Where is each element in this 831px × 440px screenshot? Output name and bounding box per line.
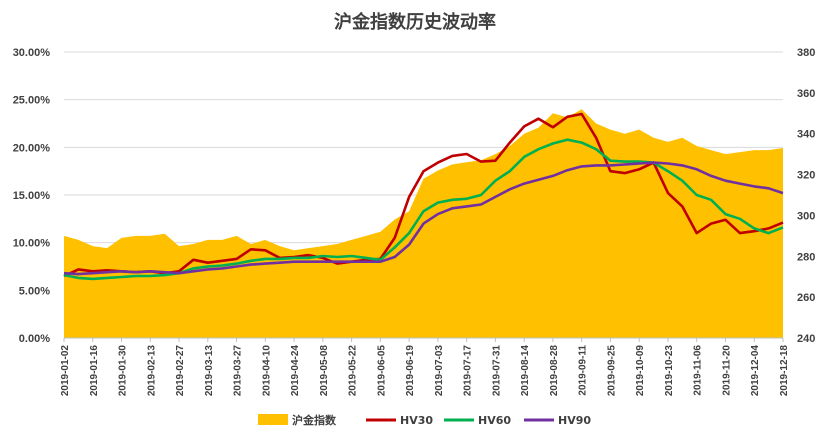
- x-tick-label: 2019-05-22: [348, 345, 359, 397]
- legend-label: 沪金指数: [292, 413, 337, 427]
- x-tick-label: 2019-07-03: [434, 345, 445, 397]
- chart-title: 沪金指数历史波动率: [334, 11, 496, 33]
- x-tick-label: 2019-03-13: [204, 345, 215, 397]
- x-tick-label: 2019-12-04: [750, 345, 761, 397]
- x-tick-label: 2019-01-30: [118, 345, 129, 397]
- right-y-tick-label: 360: [797, 88, 815, 100]
- x-tick-label: 2019-09-25: [606, 345, 617, 397]
- x-tick-label: 2019-04-24: [290, 345, 301, 397]
- left-y-tick-label: 15.00%: [13, 190, 51, 202]
- line-series-hv30: [63, 112, 784, 278]
- right-y-tick-label: 240: [797, 333, 815, 345]
- left-y-tick-label: 25.00%: [13, 95, 51, 107]
- legend: 沪金指数 HV30 HV60 HV90: [258, 413, 591, 427]
- x-tick-label: 2019-06-05: [376, 345, 387, 397]
- legend-label: HV60: [478, 414, 511, 427]
- left-y-tick-label: 30.00%: [13, 47, 51, 59]
- legend-swatch-gold-index: [258, 414, 288, 425]
- x-tick-label: 2019-11-06: [693, 345, 704, 396]
- x-tick-label: 2019-02-13: [146, 345, 157, 397]
- x-tick-label: 2019-07-17: [463, 345, 474, 397]
- right-y-tick-label: 300: [797, 210, 815, 222]
- x-tick-label: 2019-10-09: [635, 345, 646, 397]
- x-tick-label: 2019-05-08: [319, 345, 330, 397]
- right-y-tick-label: 380: [797, 47, 815, 59]
- left-y-axis: 0.00% 5.00% 10.00% 15.00% 20.00% 25.00% 30.00%: [13, 47, 51, 345]
- legend-label: HV30: [400, 414, 433, 427]
- legend-label: HV90: [558, 414, 591, 427]
- x-tick-label: 2019-11-20: [721, 345, 732, 396]
- left-y-tick-label: 0.00%: [19, 333, 50, 345]
- x-tick-label: 2019-08-14: [520, 345, 531, 397]
- x-tick-label: 2019-12-18: [779, 345, 790, 397]
- x-tick-label: 2019-10-23: [664, 345, 675, 397]
- right-y-tick-label: 340: [797, 129, 815, 141]
- x-tick-label: 2019-09-11: [578, 345, 589, 396]
- x-tick-label: 2019-08-28: [549, 345, 560, 397]
- left-y-tick-label: 5.00%: [19, 285, 50, 297]
- x-tick-label: 2019-07-31: [491, 345, 502, 397]
- line-series-layer: [63, 112, 784, 281]
- left-y-tick-label: 20.00%: [13, 142, 51, 154]
- right-y-tick-label: 280: [797, 251, 815, 263]
- x-tick-label: 2019-04-10: [261, 345, 272, 397]
- line-series-hv90: [63, 161, 784, 276]
- x-axis: 2019-01-02 2019-01-16 2019-01-30 2019-02-13…: [60, 337, 790, 397]
- x-tick-label: 2019-03-27: [233, 345, 244, 397]
- x-tick-label: 2019-02-27: [175, 345, 186, 397]
- x-tick-label: 2019-01-02: [60, 345, 71, 397]
- right-y-tick-label: 260: [797, 292, 815, 304]
- right-y-axis: 240 260 280 300 320 340 360 380: [797, 47, 815, 345]
- x-tick-label: 2019-01-16: [89, 345, 100, 397]
- left-y-tick-label: 10.00%: [13, 238, 51, 250]
- right-y-tick-label: 320: [797, 170, 815, 182]
- x-tick-label: 2019-06-19: [405, 345, 416, 397]
